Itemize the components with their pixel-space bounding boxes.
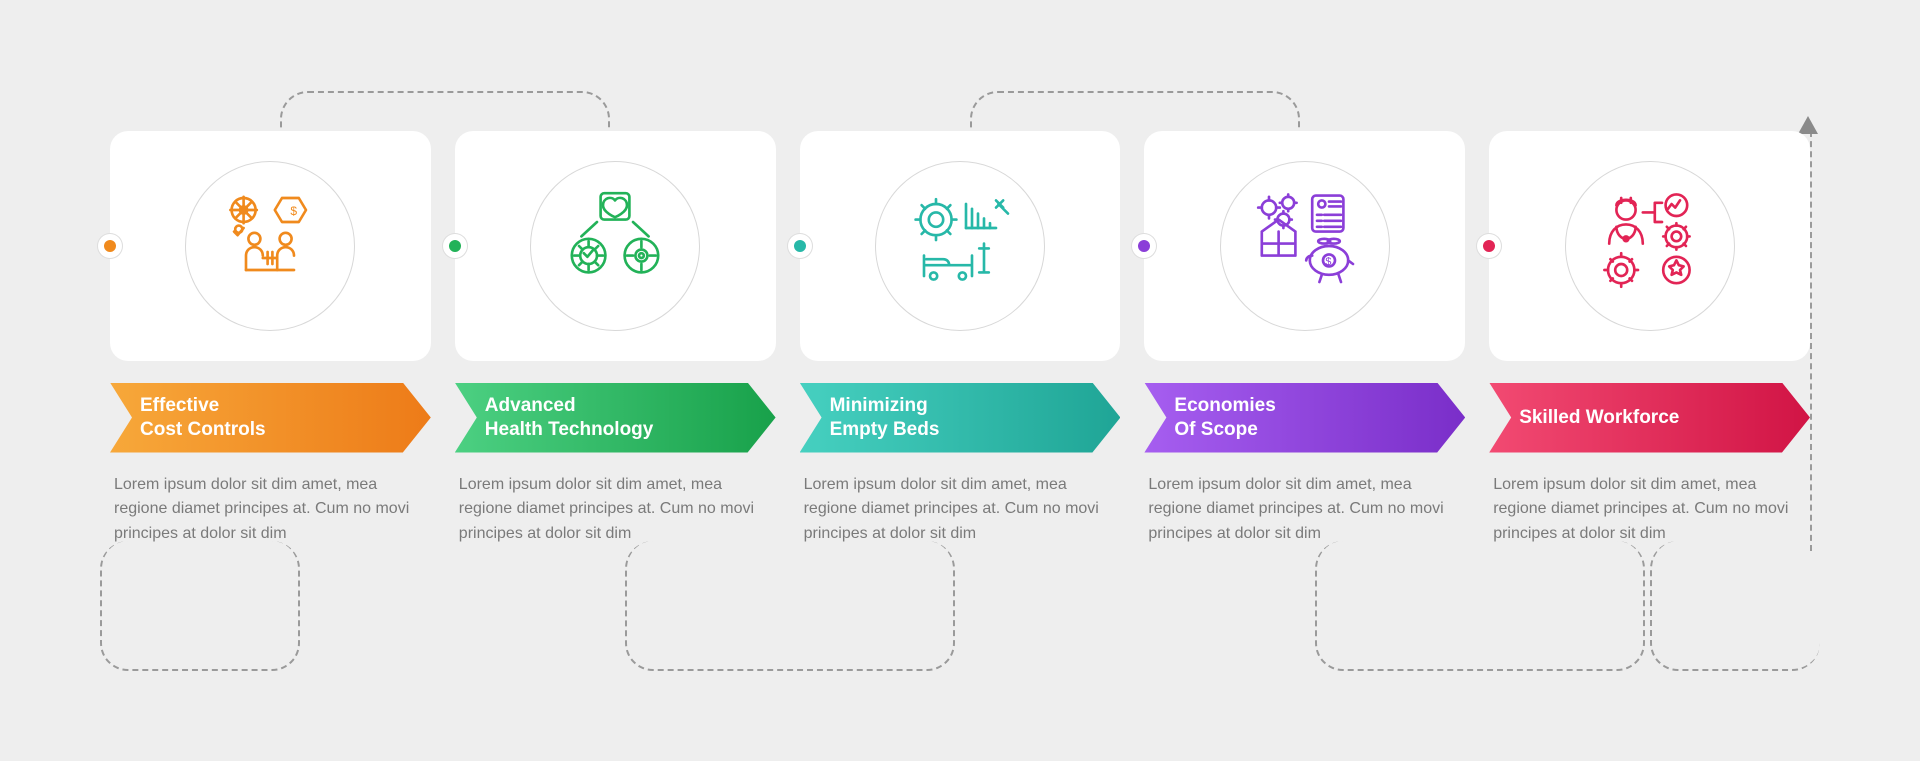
workforce-icon	[1590, 186, 1710, 306]
step-empty-beds: Minimizing Empty Beds Lorem ipsum dolor …	[800, 131, 1121, 547]
banner-cost-controls: Effective Cost Controls	[110, 383, 431, 453]
step-title: Economies Of Scope	[1174, 394, 1275, 442]
step-title: Effective Cost Controls	[140, 394, 266, 442]
card-economies: $	[1144, 131, 1465, 361]
banner-empty-beds: Minimizing Empty Beds	[800, 383, 1121, 453]
empty-beds-icon	[900, 186, 1020, 306]
step-dot	[443, 234, 467, 258]
step-description: Lorem ipsum dolor sit dim amet, mea regi…	[110, 473, 431, 547]
step-dot	[788, 234, 812, 258]
step-health-tech: Advanced Health Technology Lorem ipsum d…	[455, 131, 776, 547]
icon-circle	[1565, 161, 1735, 331]
end-arrow-line	[1810, 131, 1812, 551]
steps-row: $ Effective Cost Controls Lorem ipsum do…	[110, 131, 1810, 547]
step-description: Lorem ipsum dolor sit dim amet, mea regi…	[455, 473, 776, 547]
step-title: Skilled Workforce	[1519, 406, 1679, 430]
step-description: Lorem ipsum dolor sit dim amet, mea regi…	[1489, 473, 1810, 547]
health-tech-icon	[555, 186, 675, 306]
connector-bottom-2	[625, 541, 955, 671]
card-workforce	[1489, 131, 1810, 361]
svg-text:$: $	[1325, 256, 1331, 268]
connector-bottom-3	[1315, 541, 1645, 671]
banner-health-tech: Advanced Health Technology	[455, 383, 776, 453]
icon-circle	[875, 161, 1045, 331]
cost-controls-icon: $	[210, 186, 330, 306]
step-title: Minimizing Empty Beds	[830, 394, 940, 442]
economies-icon: $	[1245, 186, 1365, 306]
card-empty-beds	[800, 131, 1121, 361]
step-description: Lorem ipsum dolor sit dim amet, mea regi…	[1144, 473, 1465, 547]
banner-workforce: Skilled Workforce	[1489, 383, 1810, 453]
connector-bottom-1	[100, 541, 300, 671]
icon-circle: $	[1220, 161, 1390, 331]
step-economies: $ Economies Of Scope Lorem ipsum dolor s…	[1144, 131, 1465, 547]
svg-text:$: $	[291, 203, 298, 217]
step-dot	[1132, 234, 1156, 258]
icon-circle: $	[185, 161, 355, 331]
step-dot	[98, 234, 122, 258]
step-workforce: Skilled Workforce Lorem ipsum dolor sit …	[1489, 131, 1810, 547]
step-dot	[1477, 234, 1501, 258]
connector-bottom-4	[1650, 541, 1820, 671]
step-cost-controls: $ Effective Cost Controls Lorem ipsum do…	[110, 131, 431, 547]
banner-economies: Economies Of Scope	[1144, 383, 1465, 453]
icon-circle	[530, 161, 700, 331]
infographic-stage: $ Effective Cost Controls Lorem ipsum do…	[110, 81, 1810, 681]
card-health-tech	[455, 131, 776, 361]
step-title: Advanced Health Technology	[485, 394, 654, 442]
step-description: Lorem ipsum dolor sit dim amet, mea regi…	[800, 473, 1121, 547]
card-cost-controls: $	[110, 131, 431, 361]
